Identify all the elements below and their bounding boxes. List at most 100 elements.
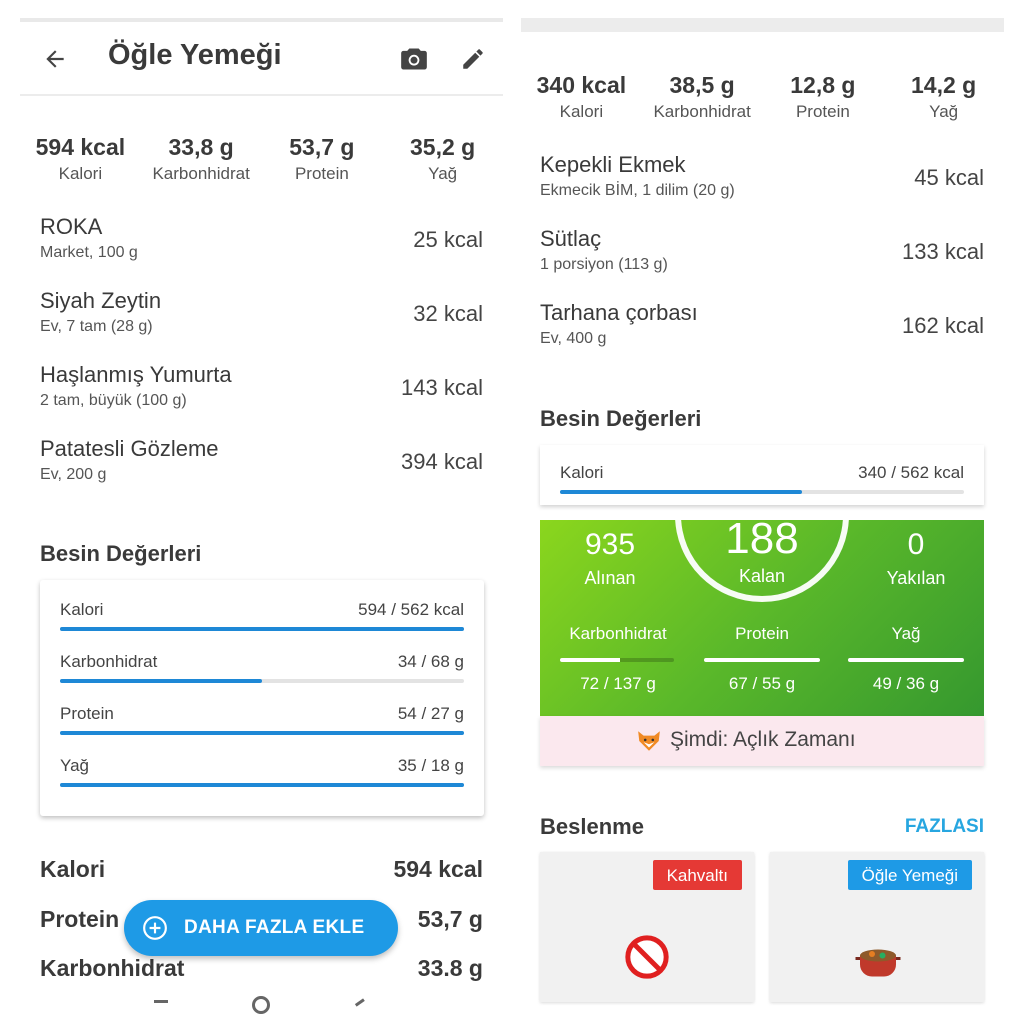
recent-apps-icon[interactable] bbox=[154, 1000, 168, 1014]
nutrition-row: Karbonhidrat 34 / 68 g bbox=[60, 652, 464, 696]
nutrient-label: Yağ bbox=[60, 756, 89, 775]
nutrition-card: Kalori 594 / 562 kcal Karbonhidrat 34 / … bbox=[40, 580, 484, 816]
meal-card-breakfast[interactable]: Kahvaltı bbox=[540, 852, 754, 1002]
food-item[interactable]: Tarhana çorbası Ev, 400 g 162 kcal bbox=[540, 300, 984, 360]
meals-section-title: Beslenme bbox=[540, 814, 644, 839]
food-item[interactable]: ROKA Market, 100 g 25 kcal bbox=[40, 214, 483, 274]
edit-pencil-icon[interactable] bbox=[460, 46, 486, 72]
macro-value: 67 / 55 g bbox=[728, 674, 796, 693]
eaten-value: 935 bbox=[584, 528, 636, 561]
meal-badge: Kahvaltı bbox=[652, 860, 742, 890]
macro-progress-track bbox=[560, 658, 674, 662]
summary-value: 594 kcal bbox=[35, 134, 126, 160]
summary-carbs: 33,8 g Karbonhidrat bbox=[141, 134, 262, 184]
summary-value: 14,2 g bbox=[911, 72, 977, 98]
nutrition-row: Kalori 594 / 562 kcal bbox=[60, 600, 464, 644]
total-value: 33.8 g bbox=[417, 955, 483, 981]
pot-of-food-icon bbox=[855, 949, 901, 977]
prohibited-icon bbox=[625, 935, 669, 979]
camera-icon[interactable] bbox=[400, 46, 428, 72]
nutrient-label: Karbonhidrat bbox=[60, 652, 158, 671]
nutrition-row: Yağ 35 / 18 g bbox=[60, 756, 464, 800]
summary-label: Yağ bbox=[428, 164, 458, 183]
macro-progress-fill bbox=[704, 658, 820, 662]
food-detail: 2 tam, büyük (100 g) bbox=[40, 392, 187, 409]
summary-fat: 14,2 g Yağ bbox=[883, 72, 1004, 122]
nutrient-label: Protein bbox=[60, 704, 114, 723]
home-icon[interactable] bbox=[252, 996, 270, 1014]
total-value: 594 kcal bbox=[393, 856, 483, 882]
macro-progress-fill bbox=[848, 658, 964, 662]
meal-summary: 340 kcal Kalori 38,5 g Karbonhidrat 12,8… bbox=[521, 72, 1004, 122]
back-arrow-icon[interactable] bbox=[42, 46, 68, 72]
nutrition-card: Kalori 340 / 562 kcal bbox=[540, 445, 984, 505]
macro-label: Karbonhidrat bbox=[569, 624, 667, 643]
total-label: Karbonhidrat bbox=[40, 955, 185, 981]
nutrient-progress-fill bbox=[60, 679, 262, 683]
food-name: Sütlaç bbox=[540, 226, 602, 251]
burned-stat: 0 Yakılan bbox=[846, 528, 984, 589]
nutrient-progress-track bbox=[60, 627, 464, 631]
summary-value: 12,8 g bbox=[790, 72, 856, 98]
page-title: Öğle Yemeği bbox=[108, 39, 282, 71]
meal-card-lunch[interactable]: Öğle Yemeği bbox=[770, 852, 984, 1002]
food-item[interactable]: Sütlaç 1 porsiyon (113 g) 133 kcal bbox=[540, 226, 984, 286]
summary-label: Karbonhidrat bbox=[653, 102, 751, 121]
nutrient-value: 594 / 562 kcal bbox=[358, 600, 464, 619]
food-item[interactable]: Siyah Zeytin Ev, 7 tam (28 g) 32 kcal bbox=[40, 288, 483, 348]
summary-label: Kalori bbox=[58, 164, 103, 183]
nutrient-progress-fill bbox=[60, 731, 464, 735]
burned-value: 0 bbox=[907, 528, 925, 561]
nutrient-progress-fill bbox=[560, 490, 803, 494]
burned-label: Yakılan bbox=[886, 568, 946, 588]
nutrient-progress-track bbox=[560, 490, 964, 494]
food-calories: 45 kcal bbox=[914, 165, 984, 190]
macro-progress-track bbox=[704, 658, 820, 662]
food-name: Patatesli Gözleme bbox=[40, 436, 219, 461]
summary-label: Karbonhidrat bbox=[152, 164, 250, 183]
nutrient-progress-fill bbox=[60, 783, 464, 787]
summary-value: 35,2 g bbox=[410, 134, 476, 160]
food-item[interactable]: Haşlanmış Yumurta 2 tam, büyük (100 g) 1… bbox=[40, 362, 483, 422]
food-detail: Ekmecik BİM, 1 dilim (20 g) bbox=[540, 182, 735, 199]
summary-value: 53,7 g bbox=[289, 134, 355, 160]
eaten-label: Alınan bbox=[584, 568, 636, 588]
food-item[interactable]: Kepekli Ekmek Ekmecik BİM, 1 dilim (20 g… bbox=[540, 152, 984, 212]
food-detail: 1 porsiyon (113 g) bbox=[540, 256, 668, 273]
daily-dashboard: 935 Alınan 188 Kalan 0 Yakılan Karbonhid… bbox=[540, 520, 984, 716]
fasting-banner[interactable]: Şimdi: Açlık Zamanı bbox=[540, 716, 984, 766]
food-calories: 162 kcal bbox=[902, 313, 984, 338]
left-screenshot: Öğle Yemeği 594 kcal Kalori 33,8 g Karbo… bbox=[20, 0, 503, 1024]
right-screenshot: 340 kcal Kalori 38,5 g Karbonhidrat 12,8… bbox=[521, 0, 1004, 1024]
food-detail: Ev, 7 tam (28 g) bbox=[40, 318, 153, 335]
nutrient-label: Kalori bbox=[560, 463, 604, 482]
total-label: Protein bbox=[40, 906, 120, 932]
nutrient-value: 340 / 562 kcal bbox=[858, 463, 964, 482]
remaining-label: Kalan bbox=[738, 566, 786, 586]
summary-label: Protein bbox=[294, 164, 349, 183]
nutrient-progress-track bbox=[60, 679, 464, 683]
fox-icon bbox=[638, 731, 660, 751]
summary-protein: 12,8 g Protein bbox=[763, 72, 884, 122]
nutrient-value: 34 / 68 g bbox=[397, 652, 464, 671]
summary-carbs: 38,5 g Karbonhidrat bbox=[642, 72, 763, 122]
nutrient-value: 54 / 27 g bbox=[397, 704, 464, 723]
nutrient-progress-track bbox=[60, 731, 464, 735]
add-more-button[interactable]: DAHA FAZLA EKLE bbox=[124, 900, 398, 956]
nutrient-progress-track bbox=[60, 783, 464, 787]
summary-label: Kalori bbox=[559, 102, 604, 121]
more-link[interactable]: FAZLASI bbox=[904, 816, 984, 837]
meal-summary: 594 kcal Kalori 33,8 g Karbonhidrat 53,7… bbox=[20, 134, 503, 184]
summary-calories: 340 kcal Kalori bbox=[521, 72, 642, 122]
food-detail: Ev, 400 g bbox=[540, 330, 607, 347]
food-name: ROKA bbox=[40, 214, 103, 239]
food-calories: 25 kcal bbox=[413, 227, 483, 252]
summary-calories: 594 kcal Kalori bbox=[20, 134, 141, 184]
macro-progress-fill bbox=[560, 658, 621, 662]
total-row: Karbonhidrat 33.8 g bbox=[40, 955, 483, 989]
food-item[interactable]: Patatesli Gözleme Ev, 200 g 394 kcal bbox=[40, 436, 483, 496]
macro-label: Yağ bbox=[891, 624, 921, 643]
total-label: Kalori bbox=[40, 856, 106, 882]
total-value: 53,7 g bbox=[417, 906, 483, 932]
meal-badge: Öğle Yemeği bbox=[847, 860, 972, 890]
